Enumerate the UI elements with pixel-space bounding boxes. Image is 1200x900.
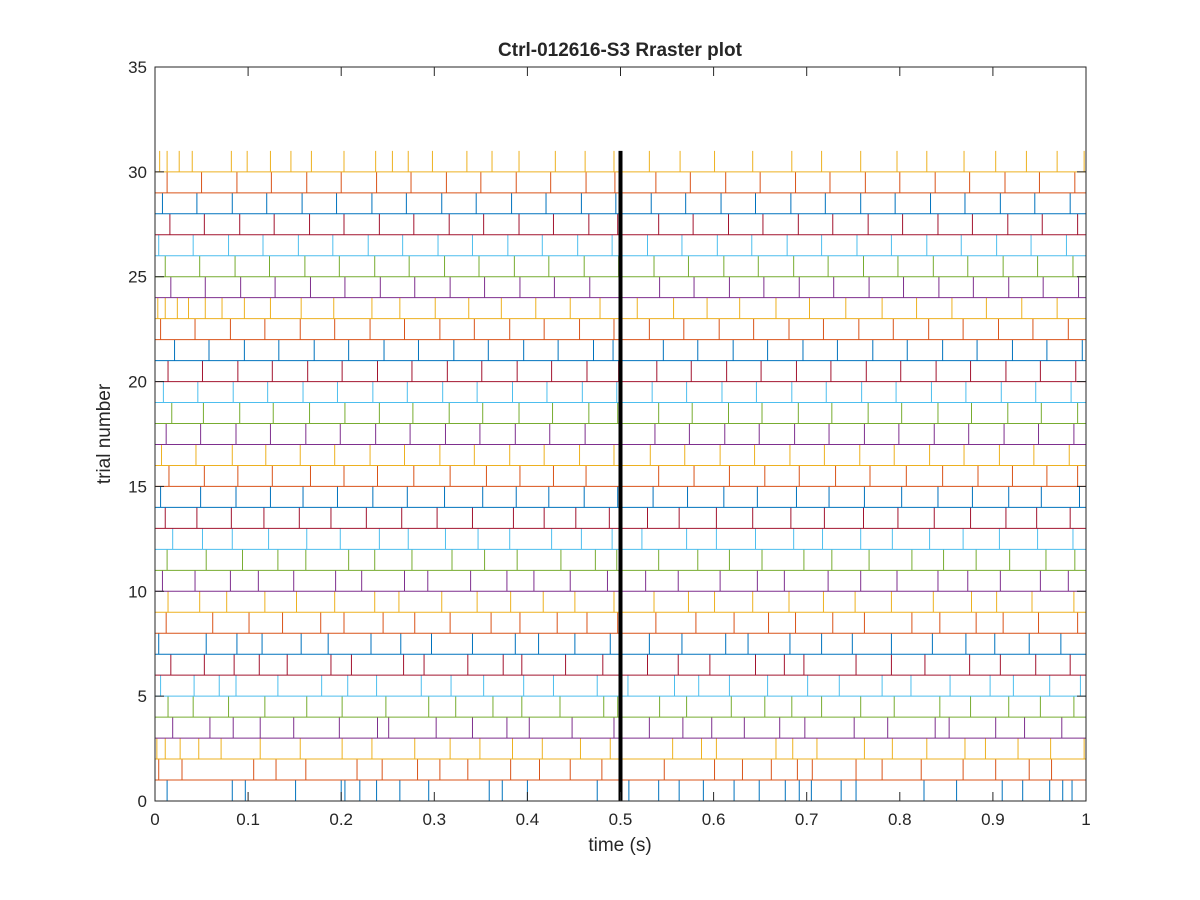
y-tick-label: 25	[128, 268, 147, 287]
trial-row-8	[155, 633, 1086, 655]
y-tick-label: 35	[128, 58, 147, 77]
x-tick-label: 0	[150, 810, 159, 829]
y-tick-label: 15	[128, 477, 147, 496]
trial-row-13	[155, 528, 1086, 550]
y-tick-label: 5	[138, 687, 147, 706]
x-tick-label: 0.6	[702, 810, 726, 829]
trial-row-3	[155, 738, 1086, 760]
x-tick-label: 0.7	[795, 810, 819, 829]
y-axis-ticks: 0 5 10 15 20 25 30 35	[128, 58, 1086, 811]
y-tick-label: 20	[128, 373, 147, 392]
x-tick-label: 0.9	[981, 810, 1005, 829]
y-axis-label: trial number	[94, 383, 115, 484]
x-tick-label: 0.4	[516, 810, 540, 829]
x-axis-label: time (s)	[588, 835, 651, 856]
x-axis-ticks: 0 0.1 0.2 0.3 0.4 0.5 0.6 0.7 0.8 0.9 1	[150, 67, 1091, 829]
y-tick-label: 30	[128, 163, 147, 182]
x-tick-label: 0.8	[888, 810, 912, 829]
chart-title: Ctrl-012616-S3 Rraster plot	[498, 40, 743, 61]
y-tick-label: 10	[128, 582, 147, 601]
y-tick-label: 0	[138, 792, 147, 811]
x-tick-label: 0.3	[422, 810, 446, 829]
x-tick-label: 0.5	[609, 810, 633, 829]
x-tick-label: 0.2	[329, 810, 353, 829]
x-tick-label: 1	[1081, 810, 1090, 829]
x-tick-label: 0.1	[236, 810, 260, 829]
